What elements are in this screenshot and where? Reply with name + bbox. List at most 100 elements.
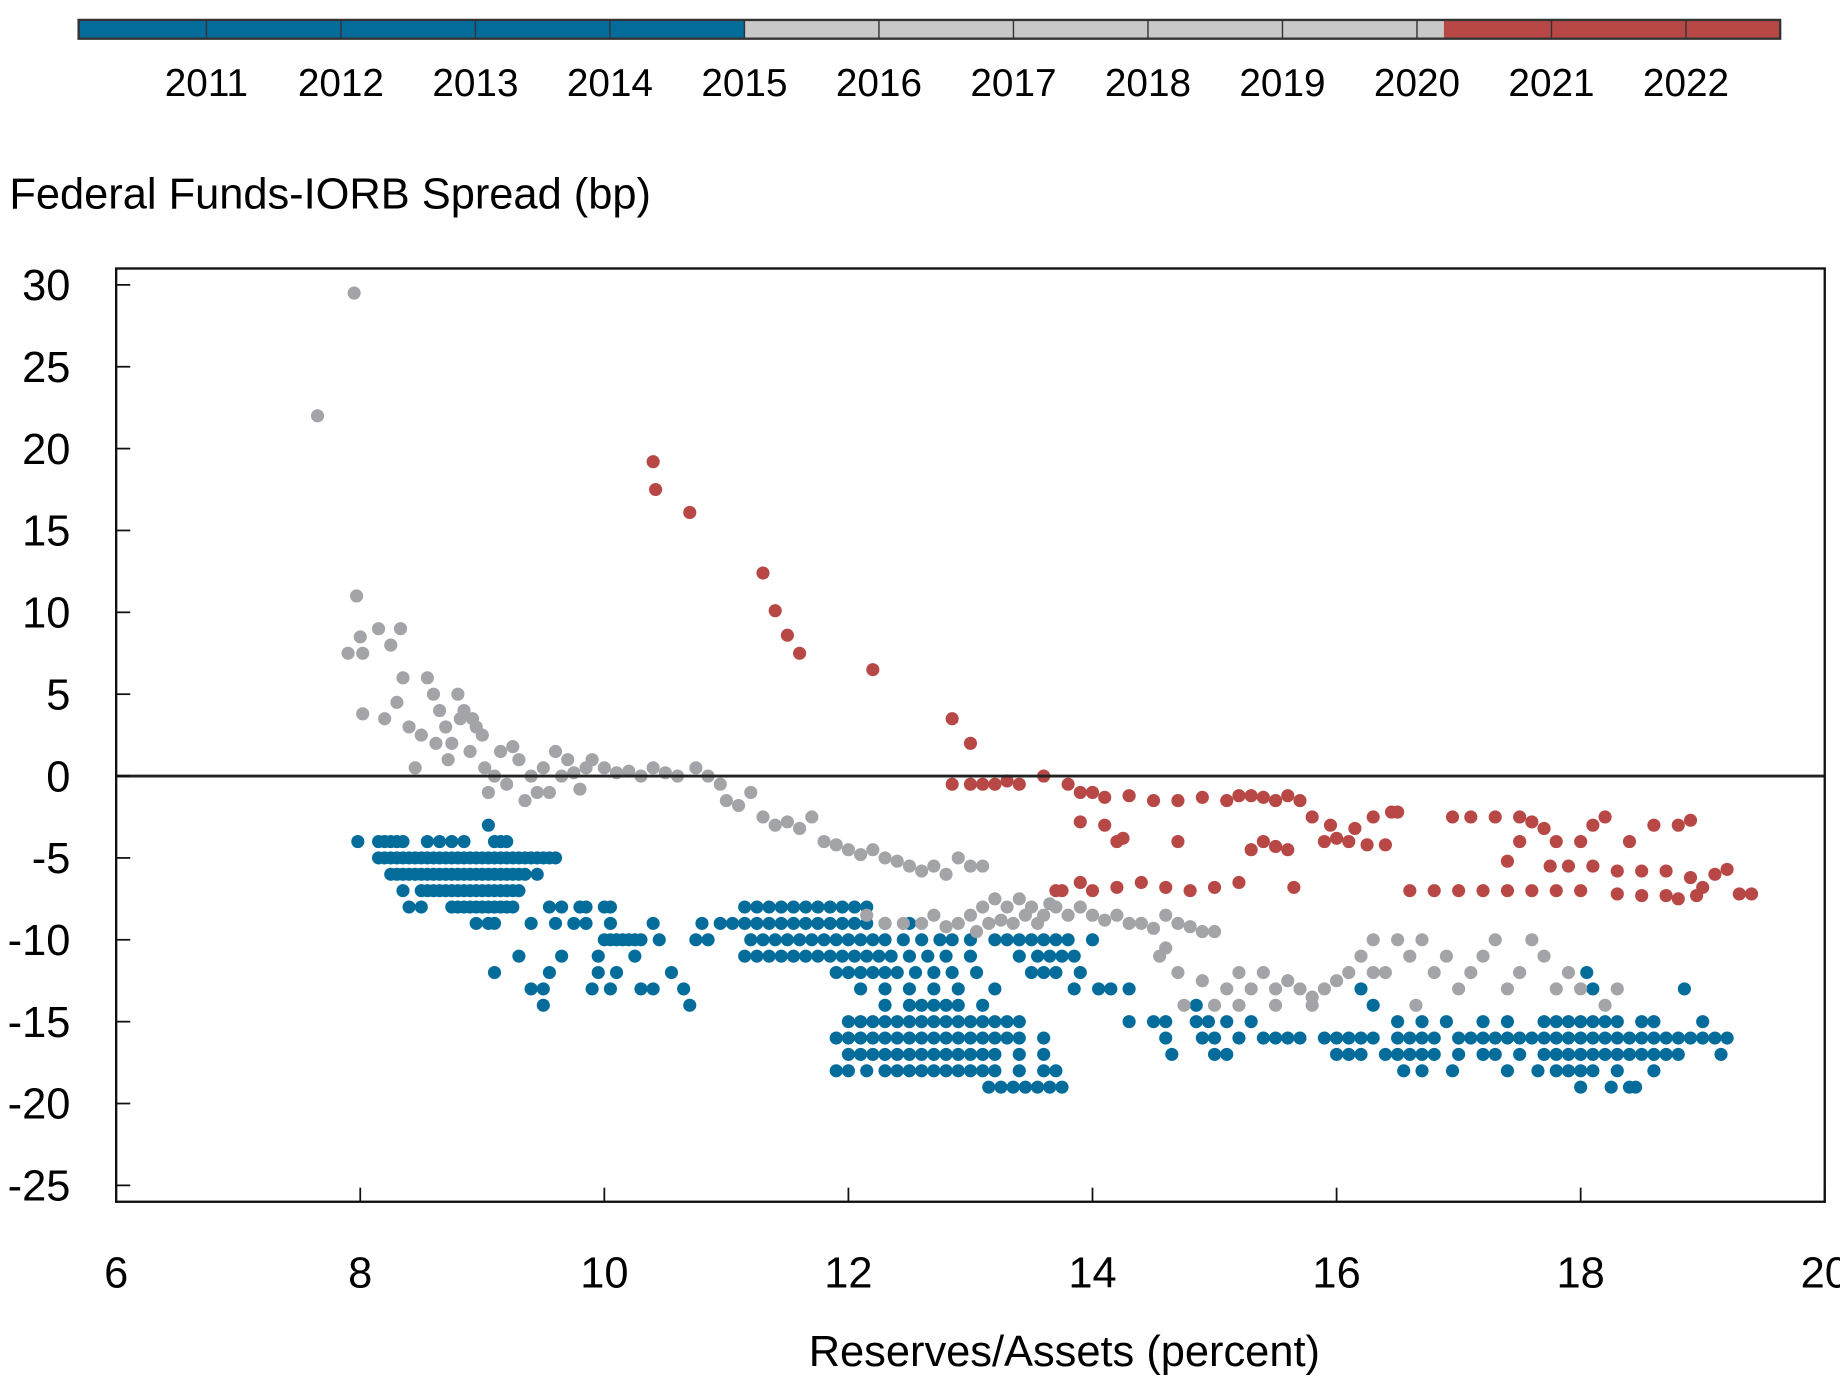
data-point — [768, 604, 782, 618]
timeline-label: 2018 — [1105, 62, 1191, 105]
data-point — [1012, 1031, 1026, 1045]
data-point — [1244, 843, 1258, 857]
data-point — [969, 965, 984, 980]
data-point — [1732, 887, 1746, 901]
data-point — [512, 753, 526, 767]
data-point — [768, 818, 782, 832]
timeline-label: 2016 — [836, 62, 922, 105]
data-point — [939, 998, 953, 1012]
data-point — [902, 859, 917, 873]
data-point — [1342, 1031, 1356, 1045]
data-point — [1549, 1064, 1563, 1078]
data-point — [854, 1031, 868, 1045]
data-point — [725, 916, 740, 930]
data-point — [890, 965, 904, 980]
data-point — [750, 949, 764, 963]
data-point — [542, 785, 556, 799]
data-point — [878, 933, 892, 947]
y-tick-label: 5 — [46, 671, 70, 719]
data-point — [402, 720, 416, 734]
data-point — [1476, 1031, 1490, 1045]
data-point — [1171, 794, 1185, 808]
timeline-label: 2013 — [432, 62, 518, 105]
data-point — [396, 884, 410, 898]
data-point — [1622, 834, 1637, 849]
data-point — [1012, 1047, 1026, 1061]
data-point — [927, 965, 941, 980]
data-point — [750, 916, 764, 930]
data-point — [481, 785, 495, 799]
data-point — [1391, 805, 1405, 819]
data-point — [1409, 998, 1423, 1012]
data-point — [1610, 982, 1624, 996]
data-point — [878, 1064, 892, 1078]
data-point — [988, 982, 1002, 996]
y-tick-label: 30 — [22, 262, 70, 310]
data-point — [567, 916, 581, 930]
data-point — [1696, 880, 1710, 894]
data-point — [988, 892, 1002, 906]
data-point — [1293, 794, 1307, 808]
data-point — [1744, 887, 1759, 901]
data-point — [1268, 998, 1283, 1012]
data-point — [1104, 982, 1118, 996]
data-point — [701, 933, 715, 947]
data-point — [963, 1047, 978, 1061]
y-tick-label: -5 — [32, 835, 71, 883]
data-point — [1671, 892, 1685, 906]
data-point — [927, 998, 941, 1012]
data-point — [1244, 789, 1258, 803]
data-point — [951, 1015, 965, 1029]
data-point — [597, 761, 611, 775]
data-point — [1049, 965, 1063, 980]
data-point — [451, 687, 465, 701]
data-point — [1366, 965, 1380, 980]
data-point — [1201, 1015, 1216, 1029]
x-tick-label: 8 — [348, 1249, 372, 1297]
data-point — [756, 933, 770, 947]
x-tick-label: 10 — [580, 1249, 628, 1297]
data-point — [1171, 834, 1185, 849]
data-point — [1293, 982, 1307, 996]
data-point — [713, 916, 727, 930]
data-point — [1610, 887, 1624, 901]
data-point — [829, 838, 843, 852]
data-point — [555, 949, 569, 963]
data-point — [1513, 965, 1527, 980]
data-point — [1330, 1031, 1344, 1045]
data-point — [1671, 818, 1685, 832]
data-point — [356, 707, 370, 721]
data-point — [689, 933, 703, 947]
y-tick-label: -20 — [8, 1081, 71, 1129]
data-point — [1677, 982, 1691, 996]
data-point — [927, 1064, 941, 1078]
timeline-label: 2020 — [1374, 62, 1460, 105]
data-point — [542, 965, 556, 980]
data-point — [1659, 864, 1673, 878]
data-point — [1024, 900, 1039, 914]
data-point — [1549, 1031, 1563, 1045]
data-point — [1073, 815, 1087, 829]
data-point — [634, 982, 648, 996]
data-point — [1598, 998, 1612, 1012]
data-point — [817, 933, 831, 947]
data-point — [1165, 1047, 1179, 1061]
data-point — [829, 965, 843, 980]
data-point — [628, 949, 642, 963]
data-point — [860, 949, 874, 963]
data-point — [1720, 1031, 1734, 1045]
data-point — [1531, 1064, 1545, 1078]
data-point — [1464, 1031, 1478, 1045]
data-point — [1513, 810, 1527, 824]
data-point — [1006, 1080, 1020, 1094]
data-point — [951, 998, 965, 1012]
y-tick-label: 15 — [22, 508, 70, 556]
data-point — [982, 1080, 996, 1094]
data-point — [1268, 1031, 1283, 1045]
data-point — [976, 900, 990, 914]
timeline-label: 2015 — [701, 62, 787, 105]
data-point — [1061, 933, 1075, 947]
data-point — [1024, 933, 1039, 947]
data-point — [1561, 1064, 1576, 1078]
data-point — [1073, 965, 1087, 980]
